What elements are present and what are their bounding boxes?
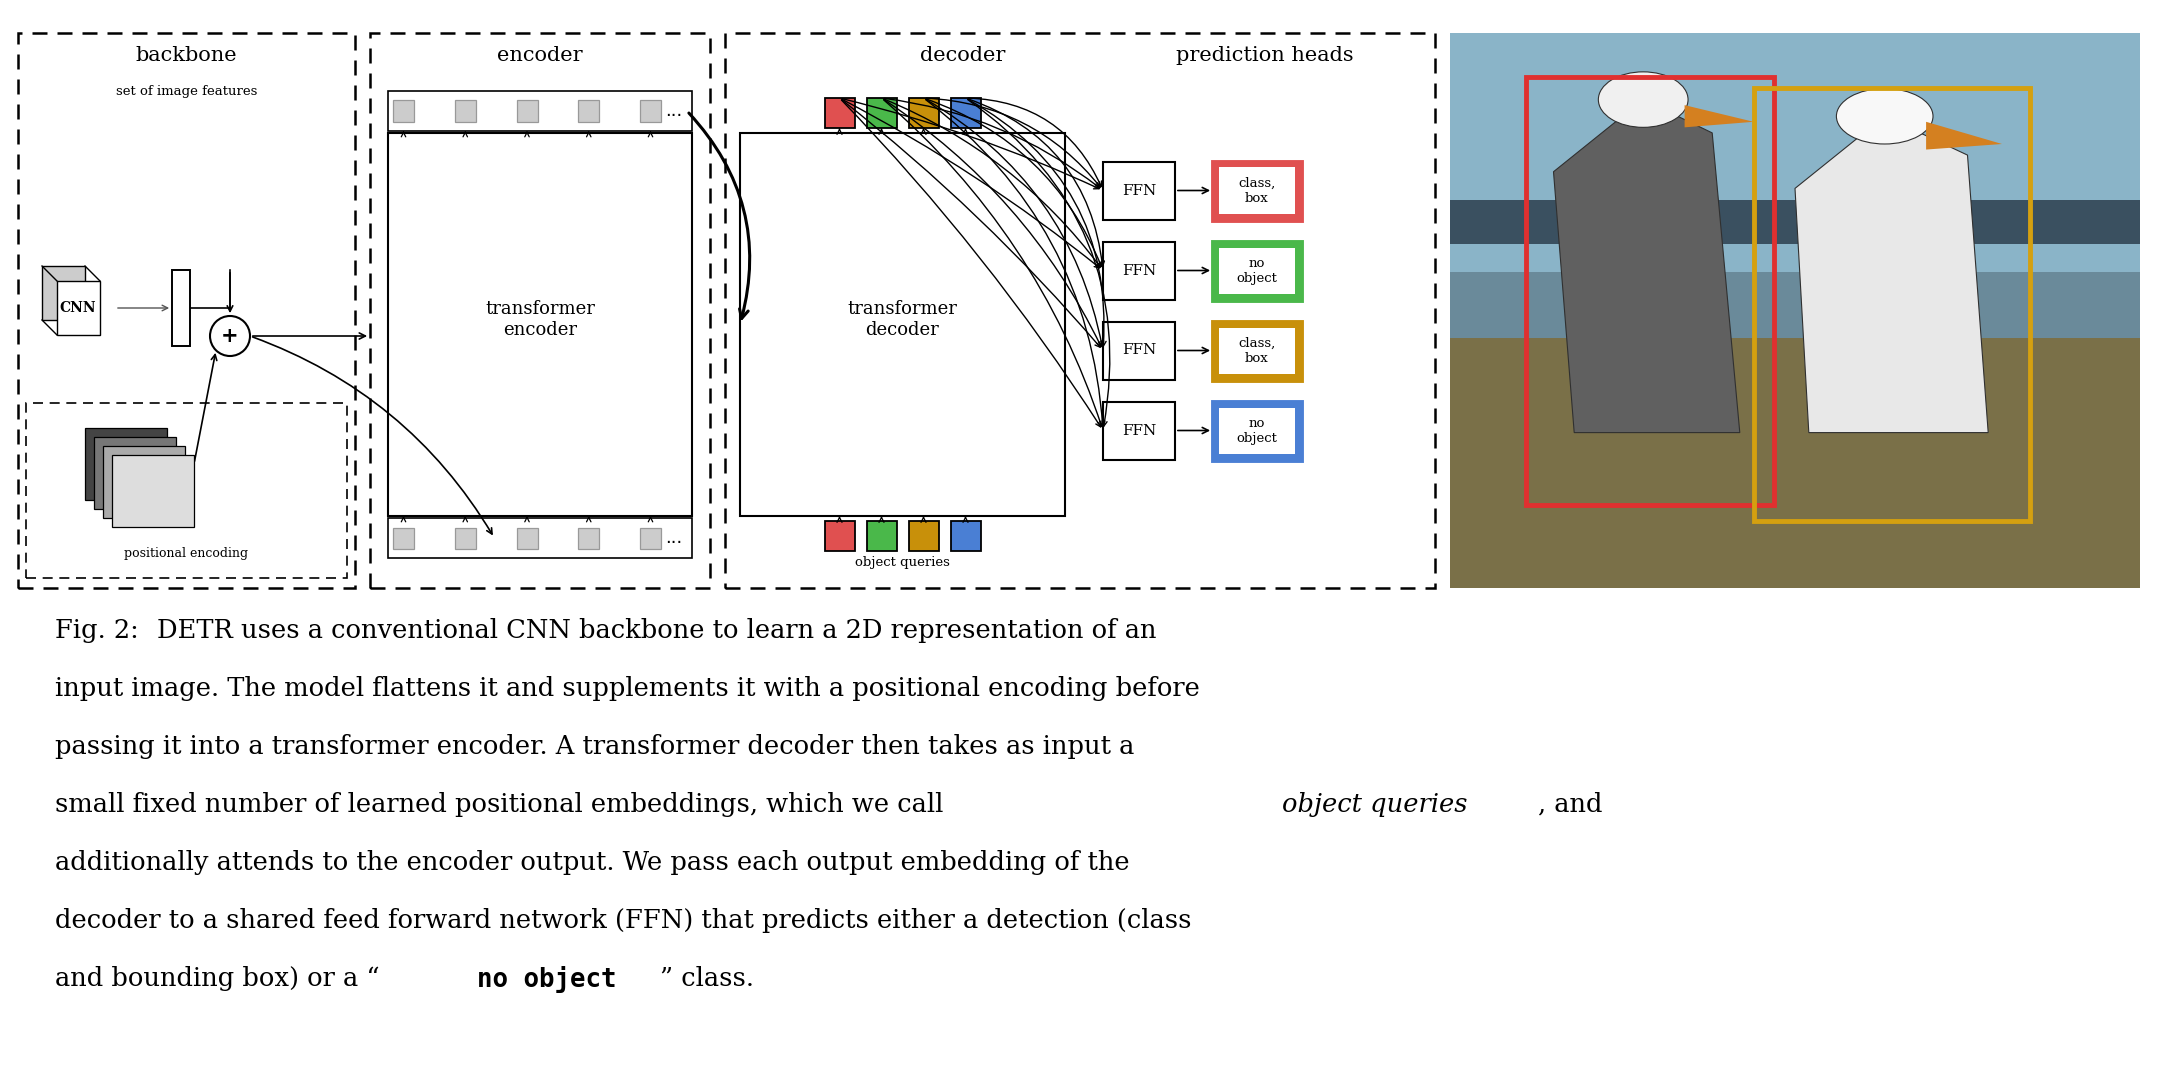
Text: object queries: object queries [1282,792,1467,817]
Bar [950,98,980,128]
Bar [388,133,693,516]
Text: decoder to a shared feed forward network (FFN) that predicts either a detection : decoder to a shared feed forward network… [54,908,1191,934]
Text: object queries: object queries [855,556,950,569]
Bar [26,403,347,578]
Text: additionally attends to the encoder output. We pass each output embedding of the: additionally attends to the encoder outp… [54,850,1129,875]
Bar [725,33,1435,588]
Bar [1103,401,1174,459]
Bar [1219,168,1295,213]
Bar [909,521,939,551]
Bar [393,528,414,548]
Text: input image. The model flattens it and supplements it with a positional encoding: input image. The model flattens it and s… [54,676,1200,701]
Text: class,
box: class, box [1239,176,1275,205]
Bar [17,33,356,588]
Bar [104,446,186,518]
Text: FFN: FFN [1122,263,1157,277]
Bar [388,518,693,558]
Text: , and: , and [1539,792,1603,817]
Bar [1213,401,1301,459]
Bar [173,270,190,346]
Text: FFN: FFN [1122,423,1157,437]
Bar [578,100,600,122]
Bar [909,98,939,128]
Bar [388,91,693,131]
Text: small fixed number of learned positional embeddings, which we call: small fixed number of learned positional… [54,792,952,817]
Bar [1103,242,1174,299]
Bar [1103,161,1174,220]
Text: FFN: FFN [1122,344,1157,358]
Bar [1103,321,1174,380]
Polygon shape [41,265,84,320]
Bar [824,98,855,128]
Text: prediction heads: prediction heads [1176,46,1353,65]
Bar [1213,242,1301,299]
Bar [868,98,896,128]
Text: ” class.: ” class. [660,966,753,991]
Circle shape [209,316,250,356]
Text: and bounding box) or a “: and bounding box) or a “ [54,966,380,991]
Bar [516,528,537,548]
Text: set of image features: set of image features [117,85,257,98]
Bar [641,100,660,122]
Text: transformer
decoder: transformer decoder [848,300,958,338]
Text: ...: ... [665,529,682,547]
Bar [369,33,710,588]
Polygon shape [56,281,99,335]
Bar [950,521,980,551]
Text: +: + [220,326,240,346]
Bar [740,133,1066,516]
Bar [1219,327,1295,373]
Bar [455,100,475,122]
Bar [1219,408,1295,454]
Text: backbone: backbone [136,46,237,65]
Text: DETR uses a conventional CNN backbone to learn a 2D representation of an: DETR uses a conventional CNN backbone to… [158,618,1157,643]
Text: FFN: FFN [1122,184,1157,198]
Bar [868,521,896,551]
Bar [1213,161,1301,220]
Text: transformer
encoder: transformer encoder [486,300,596,338]
Bar [578,528,600,548]
Bar [393,100,414,122]
Bar [641,528,660,548]
Text: passing it into a transformer encoder. A transformer decoder then takes as input: passing it into a transformer encoder. A… [54,734,1135,759]
Bar [112,455,194,527]
Text: CNN: CNN [60,301,97,316]
Text: decoder: decoder [919,46,1006,65]
Text: no
object: no object [1237,257,1278,284]
Text: Fig. 2:: Fig. 2: [54,618,138,643]
Bar [1213,321,1301,380]
Text: class,
box: class, box [1239,336,1275,364]
Text: no
object: no object [1237,417,1278,445]
Bar [455,528,475,548]
Text: positional encoding: positional encoding [125,547,248,560]
Text: encoder: encoder [496,46,583,65]
Bar [95,437,177,509]
Bar [1219,247,1295,294]
Text: ...: ... [665,102,682,120]
Bar [824,521,855,551]
Bar [516,100,537,122]
Text: no object: no object [477,966,617,993]
Bar [84,428,166,500]
